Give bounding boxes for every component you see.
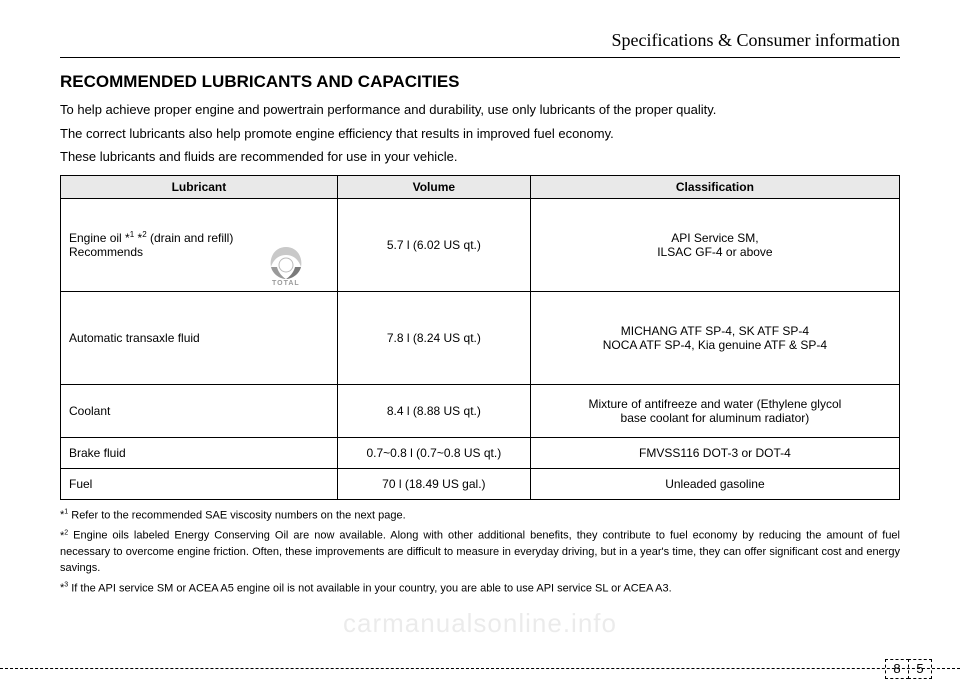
footnotes: *1 Refer to the recommended SAE viscosit… <box>60 508 900 598</box>
lubricants-table: Lubricant Volume Classification Engine o… <box>60 175 900 500</box>
classification-line1: MICHANG ATF SP-4, SK ATF SP-4 <box>539 324 891 338</box>
cell-classification: MICHANG ATF SP-4, SK ATF SP-4 NOCA ATF S… <box>530 291 899 384</box>
th-volume: Volume <box>337 175 530 198</box>
table-row: Brake fluid 0.7~0.8 l (0.7~0.8 US qt.) F… <box>61 437 900 468</box>
classification-line1: API Service SM, <box>539 231 891 245</box>
classification-line1: Mixture of antifreeze and water (Ethylen… <box>539 397 891 411</box>
cell-lubricant-engine-oil: Engine oil *1 *2 (drain and refill) Reco… <box>61 198 338 291</box>
intro-line-2: The correct lubricants also help promote… <box>60 124 900 144</box>
fn1-text: Refer to the recommended SAE viscosity n… <box>68 509 406 521</box>
th-lubricant: Lubricant <box>61 175 338 198</box>
cell-volume: 7.8 l (8.24 US qt.) <box>337 291 530 384</box>
table-row: Coolant 8.4 l (8.88 US qt.) Mixture of a… <box>61 384 900 437</box>
footnote-3: *3 If the API service SM or ACEA A5 engi… <box>60 581 900 598</box>
table-row: Automatic transaxle fluid 7.8 l (8.24 US… <box>61 291 900 384</box>
page-number-right: 5 <box>908 659 932 679</box>
total-logo-text: TOTAL <box>265 280 307 287</box>
footnote-1: *1 Refer to the recommended SAE viscosit… <box>60 508 900 525</box>
cell-volume: 70 l (18.49 US gal.) <box>337 468 530 499</box>
cell-lubricant: Fuel <box>61 468 338 499</box>
cell-volume: 0.7~0.8 l (0.7~0.8 US qt.) <box>337 437 530 468</box>
cell-classification: FMVSS116 DOT-3 or DOT-4 <box>530 437 899 468</box>
th-classification: Classification <box>530 175 899 198</box>
classification-line2: ILSAC GF-4 or above <box>539 245 891 259</box>
table-header-row: Lubricant Volume Classification <box>61 175 900 198</box>
cell-volume: 8.4 l (8.88 US qt.) <box>337 384 530 437</box>
classification-line2: NOCA ATF SP-4, Kia genuine ATF & SP-4 <box>539 338 891 352</box>
watermark-text: carmanualsonline.info <box>343 608 617 639</box>
fn3-text: If the API service SM or ACEA A5 engine … <box>68 582 672 594</box>
cell-classification: API Service SM, ILSAC GF-4 or above <box>530 198 899 291</box>
section-header: Specifications & Consumer information <box>60 30 900 51</box>
intro-line-3: These lubricants and fluids are recommen… <box>60 147 900 167</box>
intro-block: To help achieve proper engine and powert… <box>60 100 900 167</box>
page-number-box: 8 5 <box>885 659 932 679</box>
table-row: Fuel 70 l (18.49 US gal.) Unleaded gasol… <box>61 468 900 499</box>
total-logo-icon: TOTAL <box>265 245 307 287</box>
engine-oil-text-mid: * <box>134 231 142 245</box>
page-number-left: 8 <box>885 659 909 679</box>
cell-lubricant: Brake fluid <box>61 437 338 468</box>
intro-line-1: To help achieve proper engine and powert… <box>60 100 900 120</box>
cell-classification: Unleaded gasoline <box>530 468 899 499</box>
cell-volume: 5.7 l (6.02 US qt.) <box>337 198 530 291</box>
header-rule <box>60 57 900 58</box>
cell-classification: Mixture of antifreeze and water (Ethylen… <box>530 384 899 437</box>
table-row: Engine oil *1 *2 (drain and refill) Reco… <box>61 198 900 291</box>
page: Specifications & Consumer information RE… <box>0 0 960 689</box>
footer-dashed-line <box>0 668 960 669</box>
page-title: RECOMMENDED LUBRICANTS AND CAPACITIES <box>60 72 900 92</box>
cell-lubricant: Coolant <box>61 384 338 437</box>
engine-oil-text-prefix: Engine oil * <box>69 231 130 245</box>
engine-oil-text-suffix: (drain and refill) <box>147 231 234 245</box>
classification-line2: base coolant for aluminum radiator) <box>539 411 891 425</box>
cell-lubricant: Automatic transaxle fluid <box>61 291 338 384</box>
footnote-2: *2 Engine oils labeled Energy Conserving… <box>60 528 900 576</box>
fn2-text: Engine oils labeled Energy Conserving Oi… <box>60 530 900 574</box>
